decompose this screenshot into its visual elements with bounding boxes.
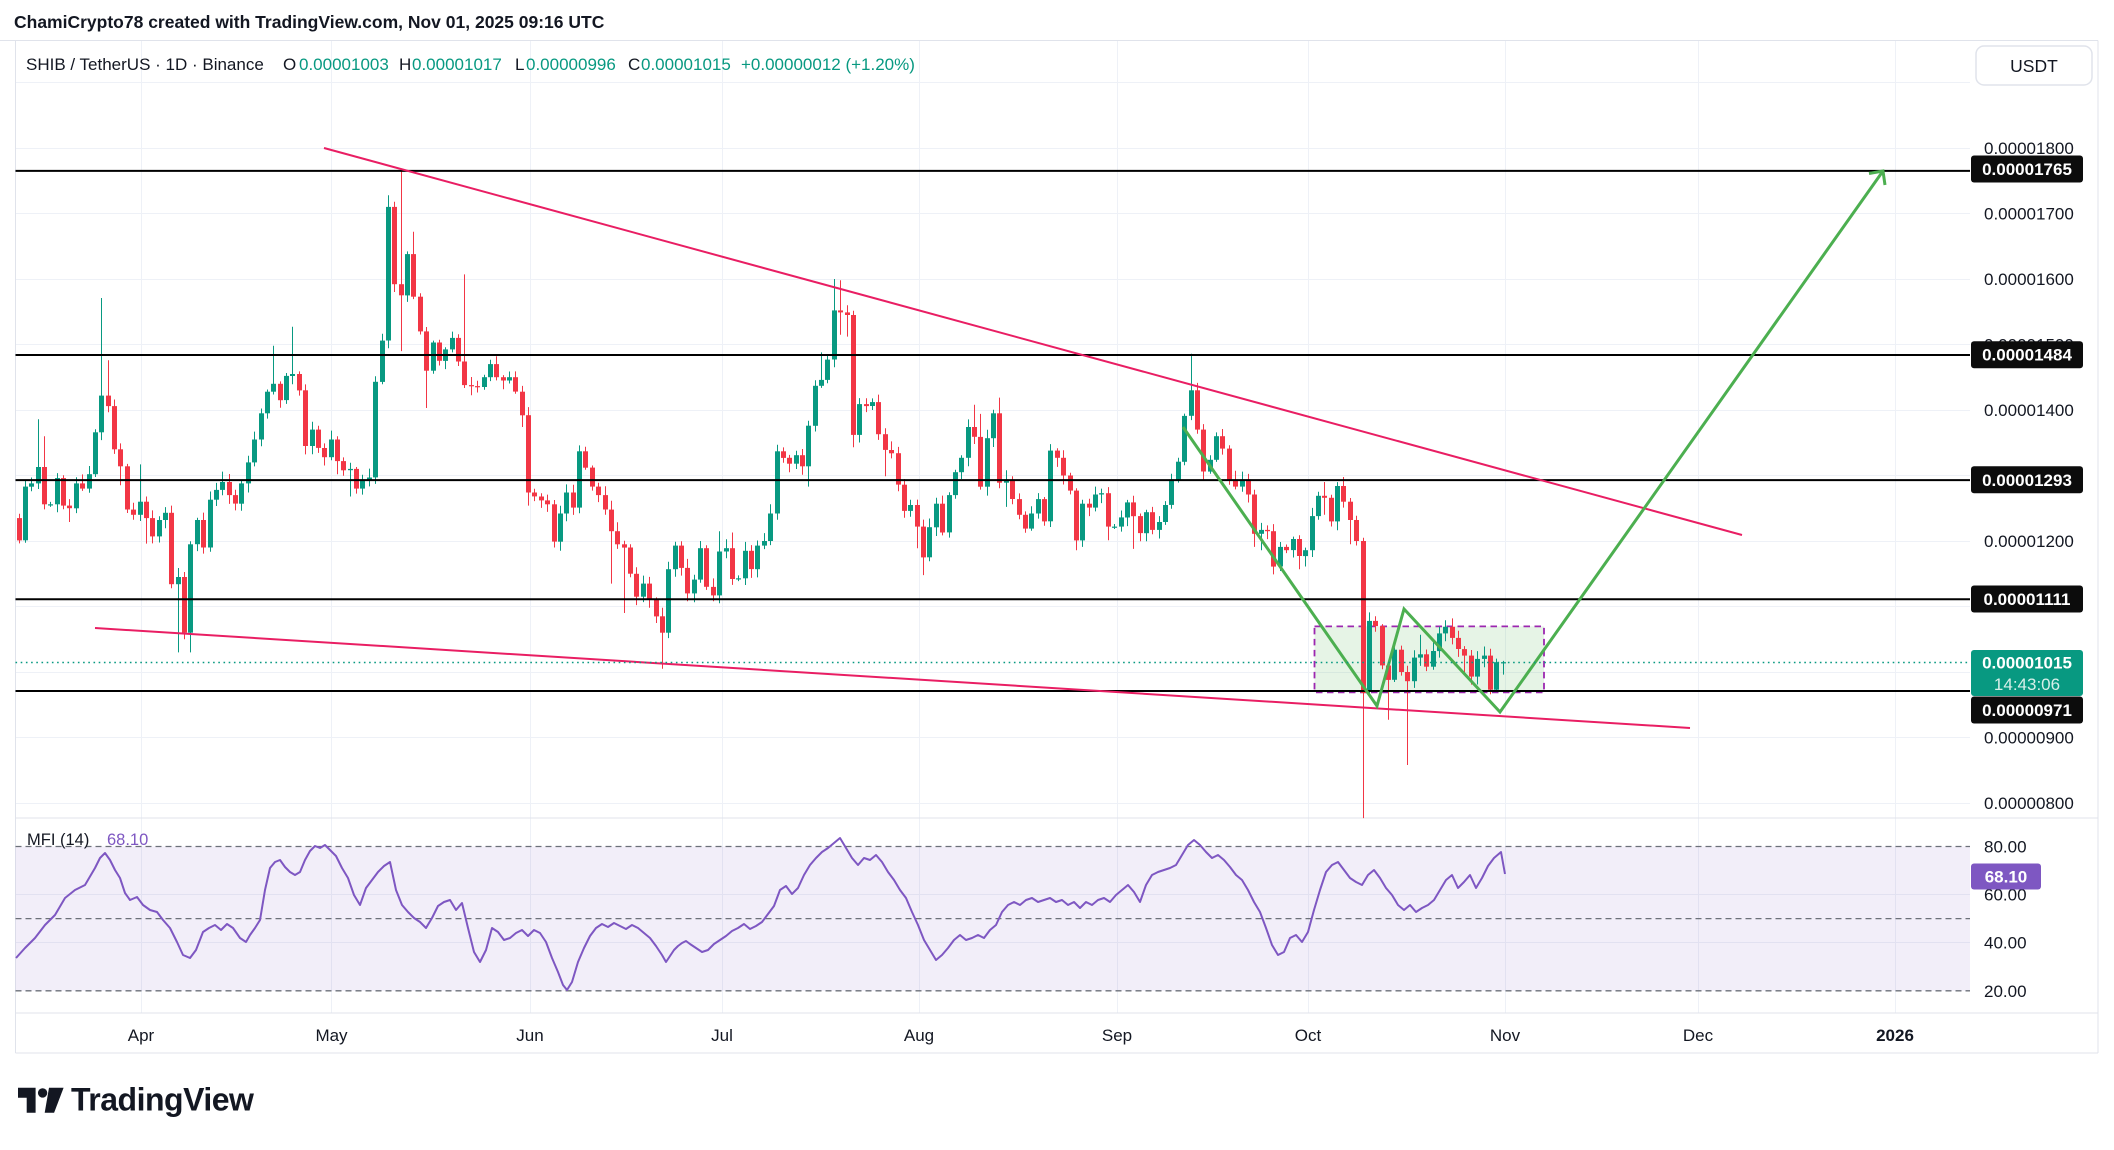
svg-text:Jun: Jun <box>516 1026 543 1045</box>
svg-text:USDT: USDT <box>2010 56 2058 76</box>
svg-text:Apr: Apr <box>128 1026 155 1045</box>
svg-text:0.00001484: 0.00001484 <box>1982 346 2072 365</box>
svg-text:0.00001293: 0.00001293 <box>1982 471 2072 490</box>
svg-text:Sep: Sep <box>1102 1026 1132 1045</box>
svg-text:H: H <box>399 55 411 74</box>
svg-text:Dec: Dec <box>1683 1026 1714 1045</box>
svg-text:MFI (14): MFI (14) <box>27 831 89 849</box>
svg-text:0.00001017: 0.00001017 <box>412 55 502 74</box>
svg-text:0.00001003: 0.00001003 <box>299 55 389 74</box>
svg-text:0.00001111: 0.00001111 <box>1983 590 2070 609</box>
svg-text:60.00: 60.00 <box>1984 886 2027 905</box>
svg-text:May: May <box>315 1026 348 1045</box>
svg-text:68.10: 68.10 <box>1985 868 2028 887</box>
svg-text:O: O <box>283 55 296 74</box>
svg-text:Nov: Nov <box>1490 1026 1521 1045</box>
svg-text:0.00001200: 0.00001200 <box>1984 532 2074 551</box>
svg-text:0.00001015: 0.00001015 <box>641 55 731 74</box>
svg-text:0.00000800: 0.00000800 <box>1984 794 2074 813</box>
svg-text:Aug: Aug <box>904 1026 934 1045</box>
svg-text:Jul: Jul <box>711 1026 733 1045</box>
svg-text:+0.00000012 (+1.20%): +0.00000012 (+1.20%) <box>741 55 915 74</box>
svg-text:0.00001015: 0.00001015 <box>1982 654 2072 673</box>
svg-text:0.00000900: 0.00000900 <box>1984 729 2074 748</box>
svg-text:40.00: 40.00 <box>1984 934 2027 953</box>
svg-text:ChamiCrypto78 created with Tra: ChamiCrypto78 created with TradingView.c… <box>14 12 605 32</box>
svg-text:0.00000971: 0.00000971 <box>1982 701 2072 720</box>
svg-text:0.00000996: 0.00000996 <box>526 55 616 74</box>
svg-text:14:43:06: 14:43:06 <box>1994 675 2060 694</box>
svg-text:0.00001765: 0.00001765 <box>1982 160 2072 179</box>
svg-text:0.00001600: 0.00001600 <box>1984 270 2074 289</box>
svg-text:2026: 2026 <box>1876 1026 1914 1045</box>
svg-text:SHIB / TetherUS · 1D · Binance: SHIB / TetherUS · 1D · Binance <box>26 55 264 74</box>
svg-text:0.00001400: 0.00001400 <box>1984 401 2074 420</box>
svg-text:80.00: 80.00 <box>1984 838 2027 857</box>
svg-text:TradingView: TradingView <box>71 1082 254 1118</box>
svg-text:68.10: 68.10 <box>107 831 148 849</box>
svg-text:0.00001800: 0.00001800 <box>1984 139 2074 158</box>
svg-text:C: C <box>628 55 640 74</box>
svg-text:Oct: Oct <box>1295 1026 1322 1045</box>
svg-text:L: L <box>515 55 524 74</box>
svg-text:20.00: 20.00 <box>1984 982 2027 1001</box>
svg-text:0.00001700: 0.00001700 <box>1984 205 2074 224</box>
